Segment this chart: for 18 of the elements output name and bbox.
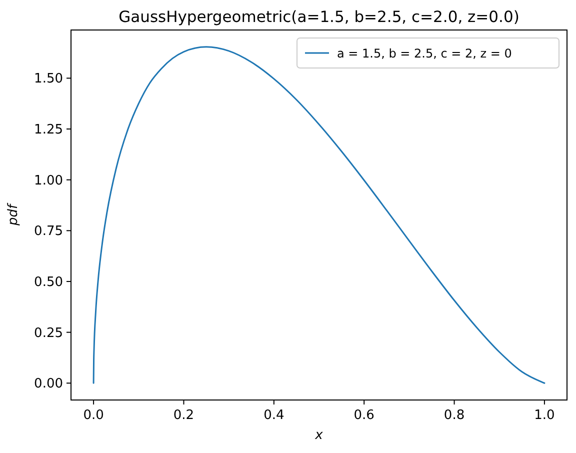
legend-label: a = 1.5, b = 2.5, c = 2, z = 0 — [337, 46, 512, 60]
chart-title: GaussHypergeometric(a=1.5, b=2.5, c=2.0, z=0.0) — [118, 8, 520, 26]
x-axis-title: x — [314, 428, 324, 443]
y-tick-label: 0.25 — [34, 326, 63, 341]
y-tick-label: 1.00 — [34, 173, 63, 188]
x-tick-label: 0.2 — [173, 408, 194, 423]
x-tick-label: 0.6 — [354, 408, 374, 423]
line-series — [92, 46, 546, 384]
y-tick-label: 0.75 — [34, 224, 63, 240]
y-tick-label: 1.50 — [34, 72, 63, 87]
x-tick-label: 0.8 — [444, 408, 465, 423]
x-tick-label: 0.4 — [264, 408, 284, 423]
y-tick-label: 0.00 — [34, 376, 63, 392]
y-tick-label: 0.50 — [34, 274, 63, 290]
x-tick-label: 0.0 — [83, 408, 104, 423]
x-tick-label: 1.0 — [534, 408, 555, 423]
y-tick-label: 1.25 — [34, 122, 63, 138]
y-axis-title: pdf — [6, 202, 21, 227]
